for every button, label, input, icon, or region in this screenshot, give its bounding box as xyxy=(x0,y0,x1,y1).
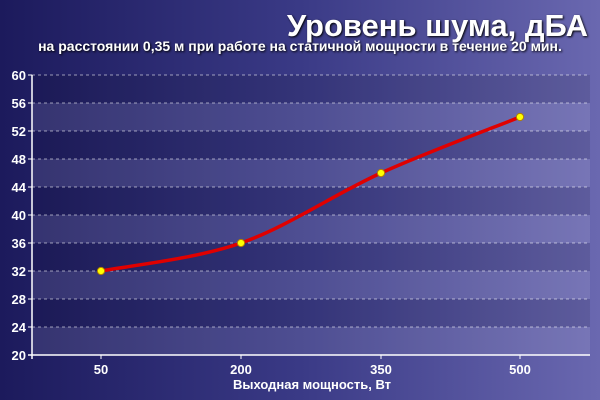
x-axis-label: Выходная мощность, Вт xyxy=(233,377,391,392)
plot-band xyxy=(32,103,590,131)
grid-lines xyxy=(32,74,590,356)
y-tick-labels: 20 24 28 32 36 40 44 48 52 56 60 xyxy=(12,68,27,363)
plot-band xyxy=(32,159,590,187)
series-line xyxy=(99,115,522,273)
data-point xyxy=(96,266,106,276)
plot-bands xyxy=(32,75,590,355)
plot-band xyxy=(32,75,590,103)
axes xyxy=(28,74,590,359)
y-tick-label: 60 xyxy=(12,68,26,83)
y-tick-label: 48 xyxy=(12,152,26,167)
y-tick-label: 40 xyxy=(12,208,26,223)
y-tick-label: 28 xyxy=(12,292,26,307)
y-tick-label: 52 xyxy=(12,124,26,139)
x-tick-label: 350 xyxy=(370,362,392,377)
plot-band xyxy=(32,215,590,243)
y-tick-label: 32 xyxy=(12,264,26,279)
data-point xyxy=(515,112,525,122)
y-tick-label: 20 xyxy=(12,348,26,363)
data-point xyxy=(236,238,246,248)
series-layer xyxy=(96,112,525,276)
plot-band xyxy=(32,299,590,327)
x-tick-label: 50 xyxy=(94,362,108,377)
y-tick-label: 24 xyxy=(12,320,27,335)
chart-title: Уровень шума, дБА xyxy=(286,8,588,43)
x-tick-label: 500 xyxy=(509,362,531,377)
chart-subtitle: на расстоянии 0,35 м при работе на стати… xyxy=(38,38,562,54)
x-tick-label: 200 xyxy=(230,362,252,377)
data-point xyxy=(376,168,386,178)
plot-band xyxy=(32,271,590,299)
y-tick-label: 44 xyxy=(12,180,27,195)
y-tick-label: 56 xyxy=(12,96,26,111)
plot-band xyxy=(32,131,590,159)
x-tick-labels: 50 200 350 500 xyxy=(94,362,531,377)
y-tick-label: 36 xyxy=(12,236,26,251)
plot-band xyxy=(32,327,590,355)
